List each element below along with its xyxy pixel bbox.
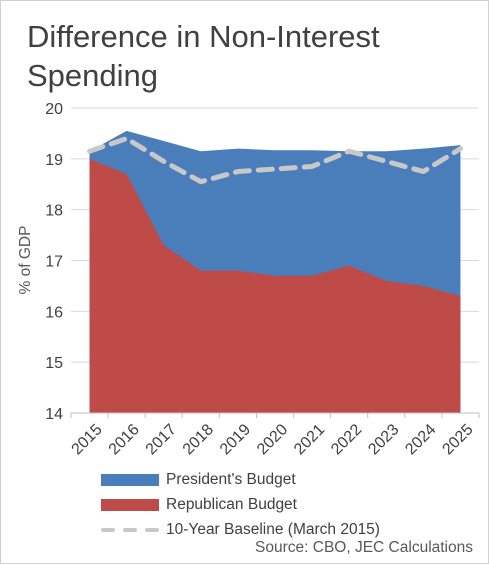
x-tick-label-2019: 2019 <box>217 421 254 458</box>
x-tick-label-2018: 2018 <box>180 421 217 458</box>
legend-swatch-baseline <box>101 524 159 536</box>
legend: President's Budget Republican Budget 10-… <box>101 467 380 542</box>
areas <box>90 131 461 413</box>
x-tick-label-2020: 2020 <box>254 421 291 458</box>
y-tick-label-14: 14 <box>45 406 63 423</box>
legend-label-baseline: 10-Year Baseline (March 2015) <box>166 521 380 539</box>
x-tick-label-2021: 2021 <box>291 421 328 458</box>
x-tick-label-2017: 2017 <box>143 421 180 458</box>
y-tick-label-18: 18 <box>45 203 63 220</box>
x-tick-label-2015: 2015 <box>69 421 106 458</box>
x-tick-label-2024: 2024 <box>402 421 439 458</box>
legend-label-presidents-budget: President's Budget <box>166 471 296 489</box>
legend-label-republican-budget: Republican Budget <box>166 496 297 514</box>
x-tick-label-2016: 2016 <box>106 421 143 458</box>
x-tick-label-2025: 2025 <box>439 421 476 458</box>
legend-swatch-republican-budget <box>101 499 159 511</box>
y-axis-label: % of GDP <box>17 226 34 295</box>
source-note: Source: CBO, JEC Calculations <box>255 539 473 557</box>
legend-item-presidents-budget: President's Budget <box>101 467 380 492</box>
x-tick-label-2022: 2022 <box>328 421 365 458</box>
x-tick-label-2023: 2023 <box>365 421 402 458</box>
y-tick-label-19: 19 <box>45 152 63 169</box>
legend-swatch-presidents-budget <box>101 474 159 486</box>
y-tick-label-20: 20 <box>45 101 63 118</box>
y-tick-label-16: 16 <box>45 304 63 321</box>
y-tick-label-17: 17 <box>45 254 63 271</box>
legend-item-republican-budget: Republican Budget <box>101 492 380 517</box>
y-tick-label-15: 15 <box>45 355 63 372</box>
